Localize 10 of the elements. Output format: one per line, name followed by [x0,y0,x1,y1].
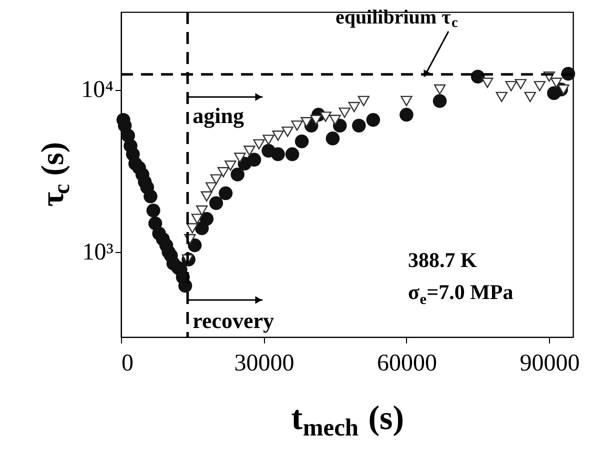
y-tick-label: 10³ [82,240,114,266]
annotation: 388.7 K [408,248,478,272]
x-tick-label: 60000 [376,350,437,376]
annotation: recovery [192,308,274,333]
y-axis-title: τc (s) [34,142,74,207]
x-tick-label: 0 [122,350,134,376]
y-tick-label: 10⁴ [81,77,114,104]
annotation: aging [192,103,244,128]
x-tick-label: 30000 [234,350,294,376]
x-tick-label: 90000 [520,350,580,376]
